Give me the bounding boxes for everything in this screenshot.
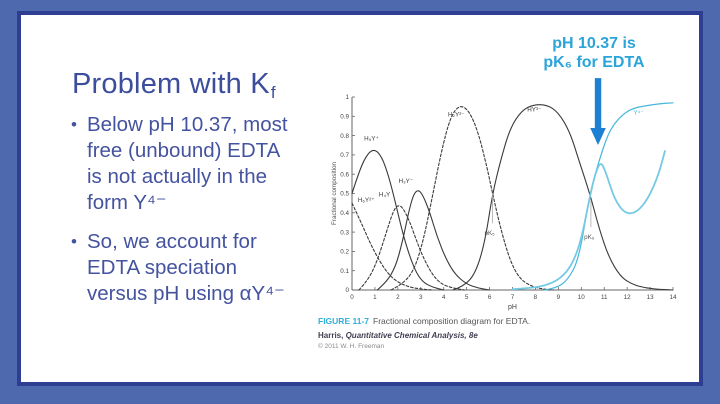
y-tick-label: 0.5 (340, 191, 349, 198)
x-tick-label: 5 (465, 294, 469, 301)
caption-line: FIGURE 11-7 Fractional composition diagra… (318, 316, 530, 326)
y-tick-label: 0.6 (340, 171, 349, 178)
copyright-line: © 2011 W. H. Freeman (318, 343, 385, 350)
x-tick-label: 3 (419, 294, 423, 301)
y-tick-label: 0.8 (340, 133, 349, 140)
callout-line1: pH 10.37 is (552, 35, 636, 52)
curve-label: H₅Y⁺ (364, 135, 379, 142)
bullet-text-1: Below pH 10.37, most free (unbound) EDTA… (87, 113, 288, 214)
bullet-dot: • (71, 115, 77, 134)
bullet-text-2: So, we account for EDTA speciation versu… (87, 230, 285, 305)
x-tick-label: 4 (442, 294, 446, 301)
down-arrow-icon (590, 78, 606, 146)
pk-label: pK₆ (584, 234, 595, 241)
x-tick-label: 1 (373, 294, 377, 301)
slide: Problem with Kf • Below pH 10.37, most fr… (17, 11, 703, 386)
curve-highlight-swoosh (511, 150, 666, 291)
credit-line: Harris, Quantitative Chemical Analysis, … (318, 331, 530, 340)
bullet-item-1: • Below pH 10.37, most free (unbound) EDT… (70, 112, 302, 216)
ph-callout: pH 10.37 is pK₆ for EDTA (489, 34, 699, 72)
title-main: Problem with K (72, 68, 270, 101)
curve-H₅Y⁺ (351, 149, 445, 291)
curve-HY³⁻ (452, 104, 674, 291)
x-tick-label: 2 (396, 294, 400, 301)
x-tick-label: 10 (578, 294, 586, 301)
title-subscript: f (270, 83, 276, 103)
slide-title: Problem with Kf (72, 68, 276, 103)
x-tick-label: 9 (557, 294, 561, 301)
figure-caption: FIGURE 11-7 Fractional composition diagra… (318, 316, 530, 350)
speciation-chart: 0 1 2 3 4 5 6 7 8 9 10 11 12 13 1400.10.20.30.40.50.60… (331, 78, 677, 311)
x-tick-label: 12 (624, 294, 632, 301)
curve-label: H₃Y⁻ (399, 178, 414, 185)
figure-text: Fractional composition diagram for EDTA. (373, 316, 531, 326)
x-tick-label: 11 (601, 294, 608, 301)
x-tick-label: 14 (669, 294, 677, 301)
curve-label: Y⁴⁻ (633, 109, 643, 116)
bullet-list: • Below pH 10.37, most free (unbound) EDT… (70, 112, 302, 320)
pk-label: pK₅ (484, 230, 495, 237)
x-tick-label: 8 (534, 294, 538, 301)
curve-label: HY³⁻ (527, 106, 541, 113)
y-axis-label: Fractional composition (331, 162, 338, 225)
figure-label: FIGURE 11-7 (318, 316, 370, 326)
y-tick-label: 0.7 (340, 152, 349, 159)
credit-title: Quantitative Chemical Analysis, 8e (345, 331, 478, 340)
y-tick-label: 0.1 (340, 268, 349, 275)
y-tick-label: 0.9 (340, 114, 349, 121)
credit-name: Harris, (318, 331, 346, 340)
x-tick-label: 6 (488, 294, 492, 301)
bullet-item-2: • So, we account for EDTA speciation vers… (70, 229, 302, 307)
curve-label: H₆Y²⁺ (358, 197, 375, 204)
curve-Y⁴⁻ (544, 102, 674, 291)
x-tick-label: 13 (647, 294, 655, 301)
y-tick-label: 0 (345, 287, 349, 294)
curve-label: H₄Y (379, 191, 391, 198)
x-axis-label: pH (508, 304, 517, 311)
bullet-dot: • (71, 232, 77, 251)
curve-H₂Y²⁻ (390, 106, 555, 291)
callout-line2: pK₆ for EDTA (543, 54, 645, 71)
curve-H₃Y⁻ (376, 190, 491, 291)
curve-H₄Y (358, 205, 465, 291)
y-tick-label: 0.4 (340, 210, 349, 217)
curve-H₆Y²⁺ (351, 202, 433, 291)
y-tick-label: 0.3 (340, 229, 349, 236)
y-tick-label: 0.2 (340, 249, 349, 256)
curve-label: H₂Y²⁻ (448, 111, 465, 118)
x-tick-label: 7 (511, 294, 515, 301)
x-tick-label: 0 (350, 294, 354, 301)
y-tick-label: 1 (345, 94, 349, 101)
